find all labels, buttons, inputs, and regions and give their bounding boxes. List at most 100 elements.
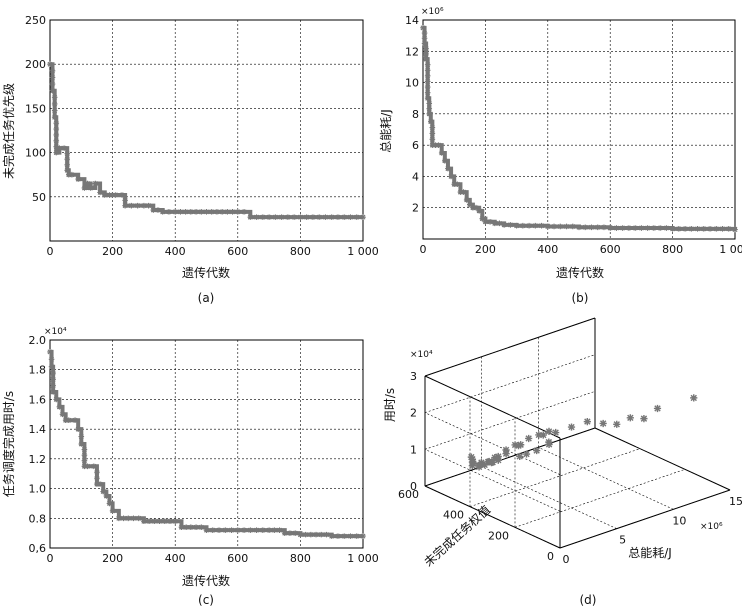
x-tick-label: 10 bbox=[672, 514, 686, 527]
x-tick-label: 200 bbox=[102, 552, 123, 565]
y-tick-label: 4 bbox=[412, 170, 419, 183]
chart-c-y-ticks: 0,6 0.8 1.0 1.2 1.4 1.6 1.8 2.0 bbox=[29, 334, 47, 555]
data-point bbox=[140, 517, 148, 525]
data-point bbox=[725, 225, 733, 233]
data-point bbox=[77, 433, 85, 440]
data-point bbox=[134, 202, 142, 210]
data-point bbox=[425, 105, 433, 113]
data-point bbox=[49, 87, 56, 95]
data-point bbox=[51, 100, 59, 108]
x-tick-label: 200 bbox=[102, 245, 123, 258]
scatter-point bbox=[480, 460, 490, 470]
data-point bbox=[259, 526, 267, 534]
data-point bbox=[644, 224, 652, 232]
grid-line bbox=[424, 412, 561, 475]
y-tick-label: 0,6 bbox=[29, 542, 47, 555]
data-point bbox=[359, 532, 367, 540]
data-point bbox=[513, 222, 520, 230]
data-point bbox=[519, 222, 527, 230]
scatter-point bbox=[567, 422, 576, 432]
data-point bbox=[46, 60, 54, 68]
data-point bbox=[90, 462, 98, 470]
data-point bbox=[130, 514, 137, 522]
x-tick-label: 200 bbox=[475, 243, 496, 256]
data-point bbox=[681, 225, 689, 233]
data-point bbox=[49, 80, 56, 88]
data-point bbox=[531, 222, 539, 230]
data-point bbox=[52, 137, 60, 145]
data-point bbox=[675, 225, 683, 233]
data-point bbox=[475, 207, 483, 215]
x-tick-label: 600 bbox=[600, 243, 621, 256]
axis-line bbox=[424, 427, 596, 487]
y-tick-label: 1.6 bbox=[29, 393, 47, 406]
y-tick-label: 6 bbox=[412, 139, 419, 152]
data-point bbox=[424, 83, 432, 91]
data-point bbox=[575, 223, 583, 231]
data-point bbox=[669, 225, 676, 233]
data-point bbox=[425, 110, 433, 118]
z-tick-label: 1 bbox=[410, 443, 417, 456]
data-point bbox=[556, 223, 564, 230]
data-point bbox=[700, 225, 708, 233]
chart-a-caption: (a) bbox=[198, 291, 215, 305]
data-point bbox=[259, 213, 267, 221]
data-point bbox=[265, 526, 273, 534]
data-point bbox=[290, 213, 298, 221]
data-point bbox=[234, 208, 242, 216]
chart-d-z-multiplier: ×10⁴ bbox=[410, 350, 433, 360]
data-point bbox=[102, 492, 110, 500]
data-point bbox=[51, 107, 59, 114]
data-point bbox=[121, 196, 129, 204]
chart-b-x-ticks: 0 200 400 600 800 1 000 bbox=[420, 243, 742, 256]
z-tick-label: 2 bbox=[410, 407, 417, 420]
data-point bbox=[444, 165, 452, 172]
data-point bbox=[197, 523, 205, 531]
x-tick-label: 0 bbox=[47, 245, 54, 258]
data-point bbox=[438, 149, 446, 157]
data-point bbox=[177, 208, 184, 216]
data-point bbox=[424, 61, 432, 69]
data-point bbox=[48, 363, 55, 371]
grid-line bbox=[481, 466, 617, 529]
data-point bbox=[421, 29, 428, 37]
x-tick-label: 800 bbox=[662, 243, 683, 256]
y-tick-label: 150 bbox=[25, 102, 46, 115]
axis-line bbox=[424, 317, 596, 377]
data-point bbox=[297, 213, 304, 221]
data-point bbox=[92, 180, 99, 187]
y-tick-label: 1.8 bbox=[29, 364, 47, 377]
data-point bbox=[68, 171, 76, 179]
data-point bbox=[291, 529, 299, 537]
y-tick-label: 0.8 bbox=[29, 512, 47, 525]
data-point bbox=[182, 208, 189, 216]
axis-line bbox=[594, 427, 731, 491]
data-point bbox=[276, 526, 283, 534]
data-point bbox=[253, 526, 260, 534]
data-point bbox=[240, 208, 248, 216]
data-point bbox=[340, 532, 348, 540]
data-point bbox=[106, 500, 113, 507]
data-point bbox=[428, 130, 436, 137]
data-point bbox=[271, 213, 279, 221]
data-point bbox=[49, 369, 57, 377]
data-point bbox=[265, 213, 273, 221]
data-point bbox=[334, 213, 342, 221]
scatter-point bbox=[501, 449, 511, 459]
data-point bbox=[246, 526, 254, 534]
data-point bbox=[619, 224, 627, 232]
x-tick-label: 400 bbox=[537, 243, 558, 256]
data-point bbox=[48, 355, 55, 363]
chart-a: 0 200 400 600 800 1 000 50 100 150 200 250 遗传代数 未… bbox=[1, 14, 379, 305]
data-point bbox=[187, 208, 195, 216]
data-point bbox=[203, 208, 210, 216]
chart-b-xlabel: 遗传代数 bbox=[556, 265, 604, 280]
data-point bbox=[650, 224, 658, 232]
data-point bbox=[128, 202, 135, 210]
data-point bbox=[421, 40, 428, 47]
scatter-point bbox=[639, 414, 649, 423]
data-point bbox=[428, 124, 436, 131]
data-point bbox=[60, 144, 68, 152]
